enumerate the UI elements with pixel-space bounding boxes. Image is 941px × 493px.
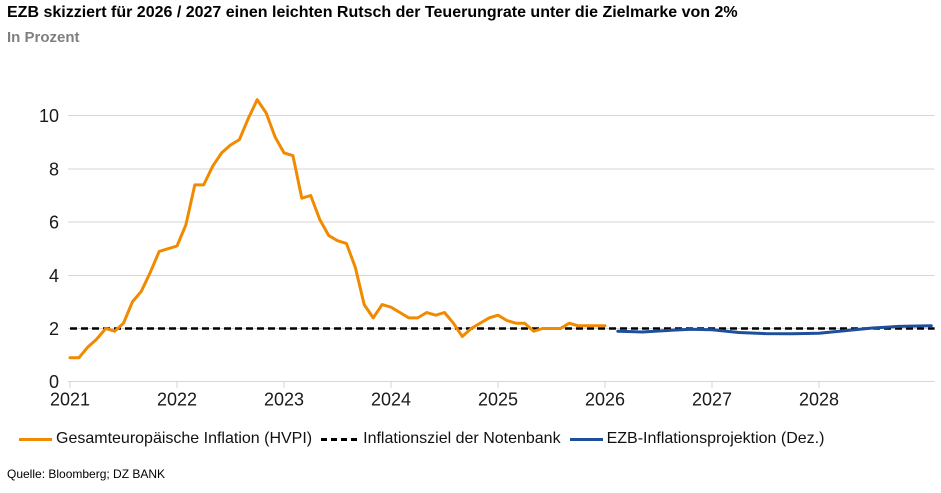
dashed-line-swatch-icon	[321, 437, 360, 441]
svg-text:0: 0	[49, 372, 59, 392]
chart-legend: Gesamteuropäische Inflation (HVPI) Infla…	[19, 430, 939, 448]
source-note: Quelle: Bloomberg; DZ BANK	[7, 467, 166, 481]
svg-text:6: 6	[49, 213, 59, 233]
svg-text:2025: 2025	[478, 390, 518, 410]
legend-item-inflation-target: Inflationsziel der Notenbank	[321, 430, 561, 448]
svg-text:2021: 2021	[50, 390, 90, 410]
svg-text:4: 4	[49, 266, 59, 286]
svg-text:2027: 2027	[692, 390, 732, 410]
chart-title: EZB skizziert für 2026 / 2027 einen leic…	[7, 4, 738, 21]
svg-text:8: 8	[49, 159, 59, 179]
orange-line-swatch-icon	[19, 437, 52, 441]
svg-text:2028: 2028	[799, 390, 839, 410]
legend-item-hvpi: Gesamteuropäische Inflation (HVPI)	[19, 430, 312, 448]
legend-item-ezb-projection: EZB-Inflationsprojektion (Dez.)	[569, 430, 825, 448]
blue-line-swatch-icon	[569, 437, 603, 441]
svg-text:2026: 2026	[585, 390, 625, 410]
legend-label-ezb-projection: EZB-Inflationsprojektion (Dez.)	[606, 430, 825, 447]
legend-label-hvpi: Gesamteuropäische Inflation (HVPI)	[56, 430, 313, 447]
svg-text:10: 10	[39, 106, 59, 126]
svg-text:2023: 2023	[264, 390, 304, 410]
chart-subtitle: In Prozent	[7, 29, 80, 46]
svg-text:2022: 2022	[157, 390, 197, 410]
legend-label-inflation-target: Inflationsziel der Notenbank	[363, 430, 561, 447]
svg-text:2: 2	[49, 319, 59, 339]
svg-text:2024: 2024	[371, 390, 411, 410]
